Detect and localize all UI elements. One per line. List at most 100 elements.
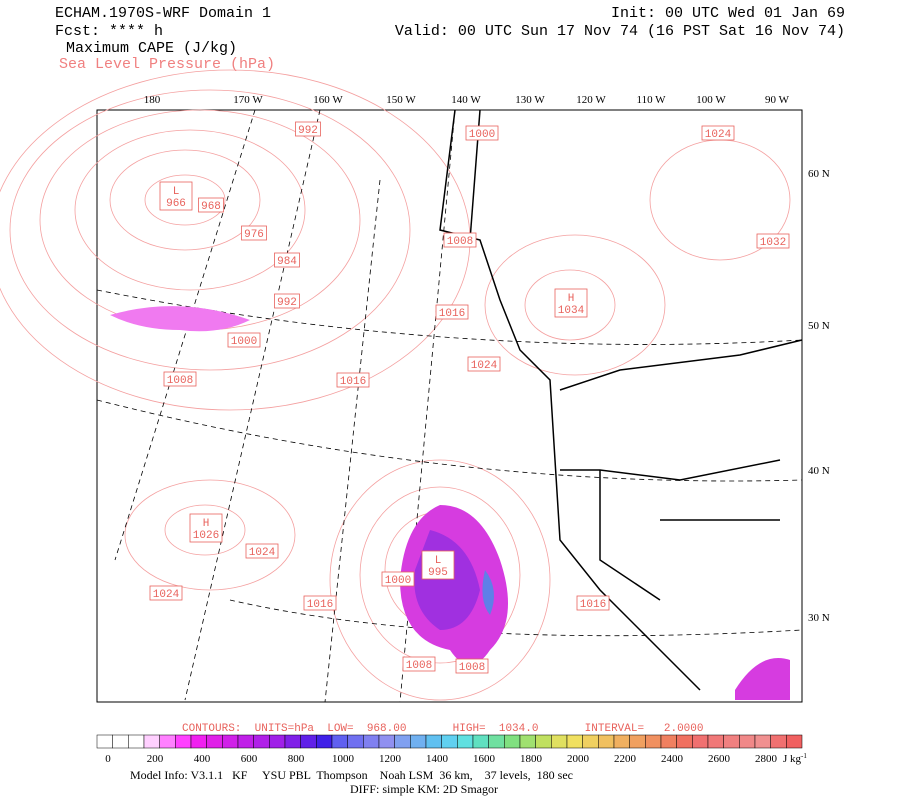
contour-label: 1016 (439, 308, 465, 320)
contour-label: 1032 (760, 237, 786, 249)
contour-label: 1024 (153, 589, 180, 601)
colorbar-cell (284, 734, 301, 749)
colorbar-label: 2800 (755, 753, 778, 765)
valid: Valid: 00 UTC Sun 17 Nov 74 (16 PST Sat … (395, 23, 845, 40)
contour-label-box (465, 125, 499, 141)
field: Maximum CAPE (J/kg) (66, 40, 237, 57)
contour-label-box (336, 372, 370, 388)
contour-label: 1000 (231, 336, 257, 348)
contour-label-box (435, 304, 469, 320)
longitude-label: 90 W (765, 94, 790, 106)
contour-label-box (198, 197, 224, 213)
colorbar-cell (237, 734, 254, 749)
colorbar-cell (504, 734, 521, 749)
latitude-label: 50 N (808, 320, 830, 332)
contour-label: 1016 (307, 599, 333, 611)
pressure-center-box (421, 550, 455, 580)
contour-label: 984 (277, 256, 297, 268)
longitude-label: 150 W (386, 94, 416, 106)
colorbar-cell (159, 734, 176, 749)
pressure-center-value: 1026 (193, 530, 219, 542)
unit: J kg (783, 753, 802, 765)
colorbar-label: 2600 (708, 753, 731, 765)
longitude-label: 100 W (696, 94, 726, 106)
pressure-center-type: L (435, 555, 442, 567)
colorbar-cell (645, 734, 662, 749)
colorbar-cell (253, 734, 270, 749)
contour-labels: 992 1000 1024 968 976 984 1008 1032 992 1016 1000 1… (149, 121, 790, 674)
colorbar-cell (488, 734, 505, 749)
title: ECHAM.1970S-WRF Domain 1 (55, 5, 271, 22)
contour-field: Sea Level Pressure (hPa) (59, 56, 275, 73)
model-info: Model Info: V3.1.1 KF YSU PBL Thompson N… (130, 768, 573, 782)
longitude-label: 140 W (451, 94, 481, 106)
contour-label: 992 (277, 297, 297, 309)
colorbar-cell (425, 734, 442, 749)
colorbar-cell (410, 734, 427, 749)
colorbar-cell (786, 734, 803, 749)
contour-label-box (241, 225, 267, 241)
colorbar-cell (660, 734, 677, 749)
colorbar-label: 2000 (567, 753, 590, 765)
contour-info: CONTOURS: UNITS=hPa LOW= 968.00 HIGH= 10… (182, 723, 704, 735)
colorbar-label: 1400 (426, 753, 449, 765)
longitude-labels: 180 170 W 160 W 150 W 140 W 130 W 120 W 110 W 10… (144, 94, 790, 106)
colorbar-label: 400 (194, 753, 211, 765)
pressure-center-value: 995 (428, 567, 448, 579)
colorbar-label: 0 (105, 753, 111, 765)
colorbar-cell (206, 734, 223, 749)
colorbar-cell (316, 734, 333, 749)
colorbar-cell (269, 734, 286, 749)
colorbar-cell (347, 734, 364, 749)
contour-label-box (756, 233, 790, 249)
init: Init: 00 UTC Wed 01 Jan 69 (611, 5, 845, 22)
contour-label-box (303, 595, 337, 611)
contour-label: 1024 (471, 360, 498, 372)
colorbar-label: 1600 (473, 753, 496, 765)
forecast: Fcst: **** h (55, 23, 163, 40)
colorbar-label: 1200 (379, 753, 402, 765)
colorbar-cell (222, 734, 239, 749)
colorbar-cell (739, 734, 756, 749)
contour-label: 1016 (580, 599, 606, 611)
contour-label: 976 (244, 229, 264, 241)
colorbar-cell (676, 734, 693, 749)
colorbar-cell (598, 734, 615, 749)
contour-label: 1000 (385, 575, 411, 587)
colorbar-unit: J kg-1 (783, 752, 807, 765)
colorbar-cell (551, 734, 568, 749)
colorbar-cell (707, 734, 724, 749)
latitude-label: 60 N (808, 168, 830, 180)
contour-label-box (402, 656, 436, 672)
colorbar-cell (300, 734, 317, 749)
contour-label-box (467, 356, 501, 372)
contour-label: 1024 (705, 129, 732, 141)
colorbar-cell (723, 734, 740, 749)
colorbar-cell (378, 734, 395, 749)
colorbar-cell (613, 734, 630, 749)
pressure-center-box (159, 181, 193, 211)
contour-label-box (443, 232, 477, 248)
contour-label-box (227, 332, 261, 348)
colorbar-cell (692, 734, 709, 749)
colorbar-cell (457, 734, 474, 749)
pressure-center-box (554, 288, 588, 318)
colorbar-cell (629, 734, 646, 749)
colorbar-cell (394, 734, 411, 749)
pressure-center-value: 966 (166, 198, 186, 210)
contour-label-box (295, 121, 321, 137)
isobars (0, 69, 791, 701)
contour-label-box (245, 543, 279, 559)
contour-label: 1008 (167, 375, 193, 387)
longitude-label: 110 W (636, 94, 666, 106)
latitude-labels: 60 N 50 N 40 N 30 N (808, 168, 830, 624)
colorbar-cell (96, 734, 113, 749)
pressure-center-type: H (203, 518, 210, 530)
longitude-label: 170 W (233, 94, 263, 106)
contour-label-box (576, 595, 610, 611)
longitude-label: 130 W (515, 94, 545, 106)
contour-label: 1016 (340, 376, 366, 388)
map: 180 170 W 160 W 150 W 140 W 130 W 120 W 110 W 10… (0, 69, 830, 703)
contour-label-box (701, 125, 735, 141)
